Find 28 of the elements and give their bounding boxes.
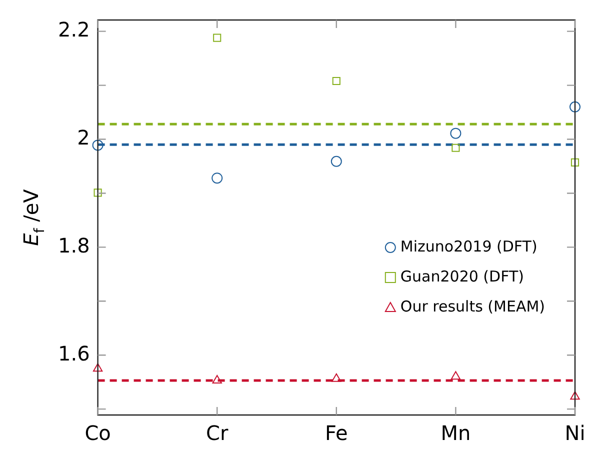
x-tick-label: Cr [206, 421, 229, 446]
y-axis-title: Ef /eV [19, 188, 48, 246]
point [450, 371, 461, 380]
point [212, 172, 223, 184]
y-tick-label: 1.8 [58, 233, 90, 258]
point [332, 76, 340, 86]
point [332, 373, 342, 382]
point [450, 128, 462, 139]
legend-label: Our results (MEAM) [400, 297, 546, 316]
point [330, 156, 342, 167]
x-tick-label: Ni [564, 421, 586, 446]
point [212, 374, 222, 384]
point [94, 188, 102, 197]
y-tick-label: 2.2 [58, 18, 90, 42]
point [570, 391, 580, 400]
point [92, 140, 104, 151]
x-tick-label: Fe [325, 421, 348, 446]
legend-label: Mizuno2019 (DFT) [400, 237, 538, 256]
y-tick-label: 2 [77, 125, 90, 150]
legend-label: Guan2020 (DFT) [400, 267, 524, 286]
point [570, 101, 580, 112]
point [213, 34, 222, 42]
y-tick-label: 1.6 [58, 341, 90, 366]
x-tick-label: Co [84, 421, 111, 446]
point [92, 363, 103, 372]
x-tick-label: Mn [440, 421, 471, 446]
point [452, 144, 460, 152]
point [570, 158, 580, 166]
